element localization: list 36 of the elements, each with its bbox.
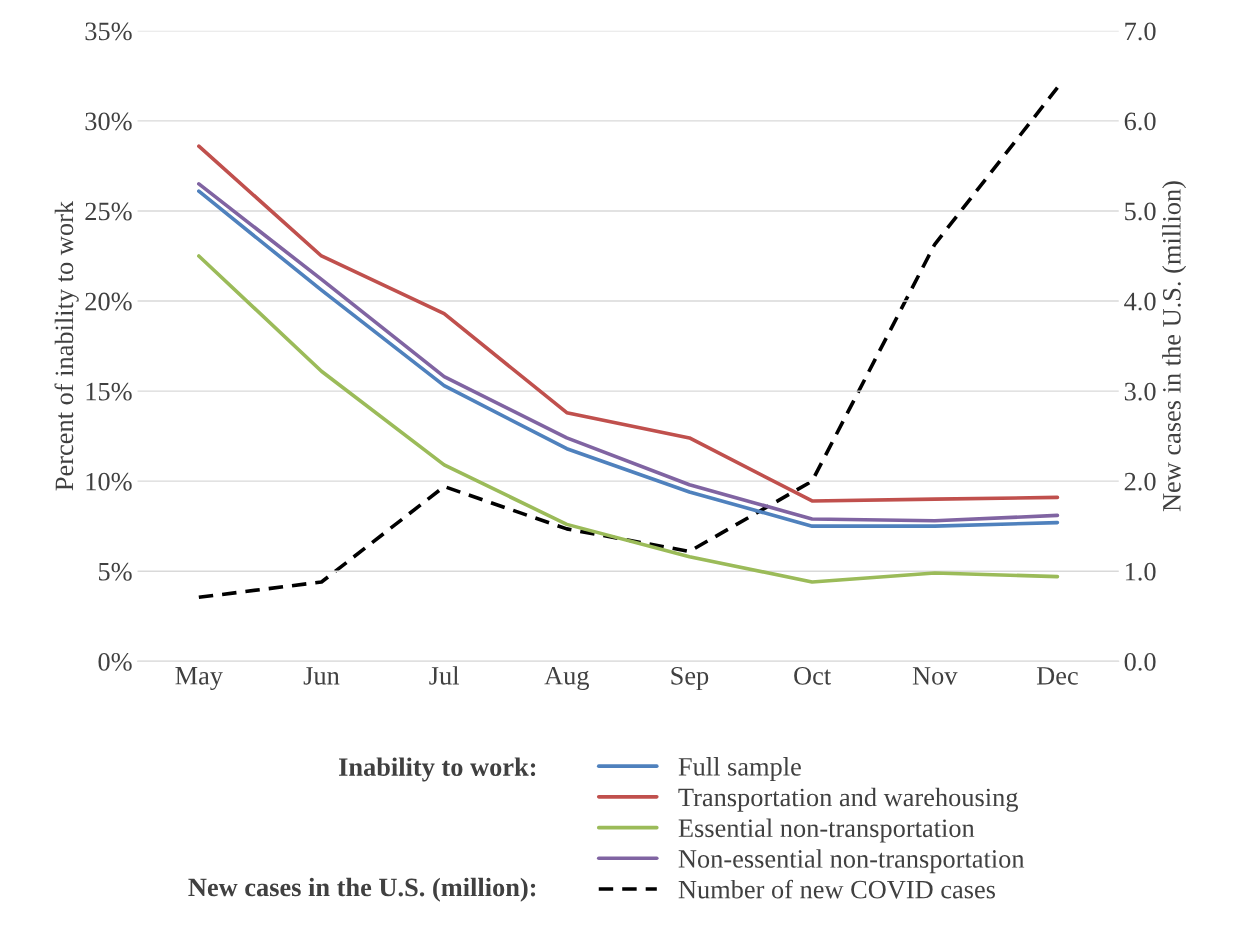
y2-tick-label: 0.0: [1124, 652, 1156, 671]
y2-tick-label: 2.0: [1124, 472, 1156, 491]
line-series: [197, 144, 1060, 503]
x-tick-label: Dec: [1036, 667, 1078, 685]
y-tick-label: 25%: [85, 202, 132, 221]
legend-label: Essential non-transportation: [678, 818, 975, 843]
x-tick-label: Jun: [303, 667, 340, 685]
legend-label: Number of new COVID cases: [678, 879, 996, 899]
y-tick-label: 35%: [85, 22, 132, 41]
y2-tick-label: 4.0: [1124, 292, 1156, 311]
x-tick-label: Oct: [794, 666, 832, 685]
x-tick-label: Nov: [912, 667, 958, 685]
y-tick-label: 20%: [85, 292, 132, 311]
y-tick-label: 0%: [98, 652, 132, 671]
y-tick-label: 15%: [86, 382, 132, 401]
x-tick-label: May: [175, 667, 223, 691]
y-tick-label: 30%: [85, 112, 132, 131]
legend-label: Non-essential non-transportation: [678, 849, 1025, 874]
y2-tick-label: 6.0: [1124, 112, 1156, 131]
y2-tick-label: 1.0: [1125, 562, 1156, 581]
legend-label: Transportation and warehousing: [678, 787, 1018, 812]
y-axis-title: Percent of inability to work: [54, 200, 79, 491]
line-series: [197, 254, 1060, 584]
text: Inability to work:: [339, 757, 536, 782]
y2-axis-title: New cases in the U.S. (million): [1162, 181, 1187, 512]
y2-tick-label: 7.0: [1125, 22, 1156, 41]
x-tick-label: Jul: [429, 666, 460, 685]
y-tick-label: 10%: [86, 472, 132, 491]
line-series: [197, 85, 1060, 600]
y-tick-label: 5%: [99, 562, 132, 581]
x-tick-label: Sep: [671, 666, 709, 691]
text: New cases in the U.S. (million):: [188, 877, 536, 902]
y2-tick-label: 5.0: [1125, 202, 1156, 221]
x-tick-label: Aug: [544, 666, 590, 691]
y2-tick-label: 3.0: [1124, 382, 1156, 401]
legend-label: Full sample: [678, 757, 801, 782]
